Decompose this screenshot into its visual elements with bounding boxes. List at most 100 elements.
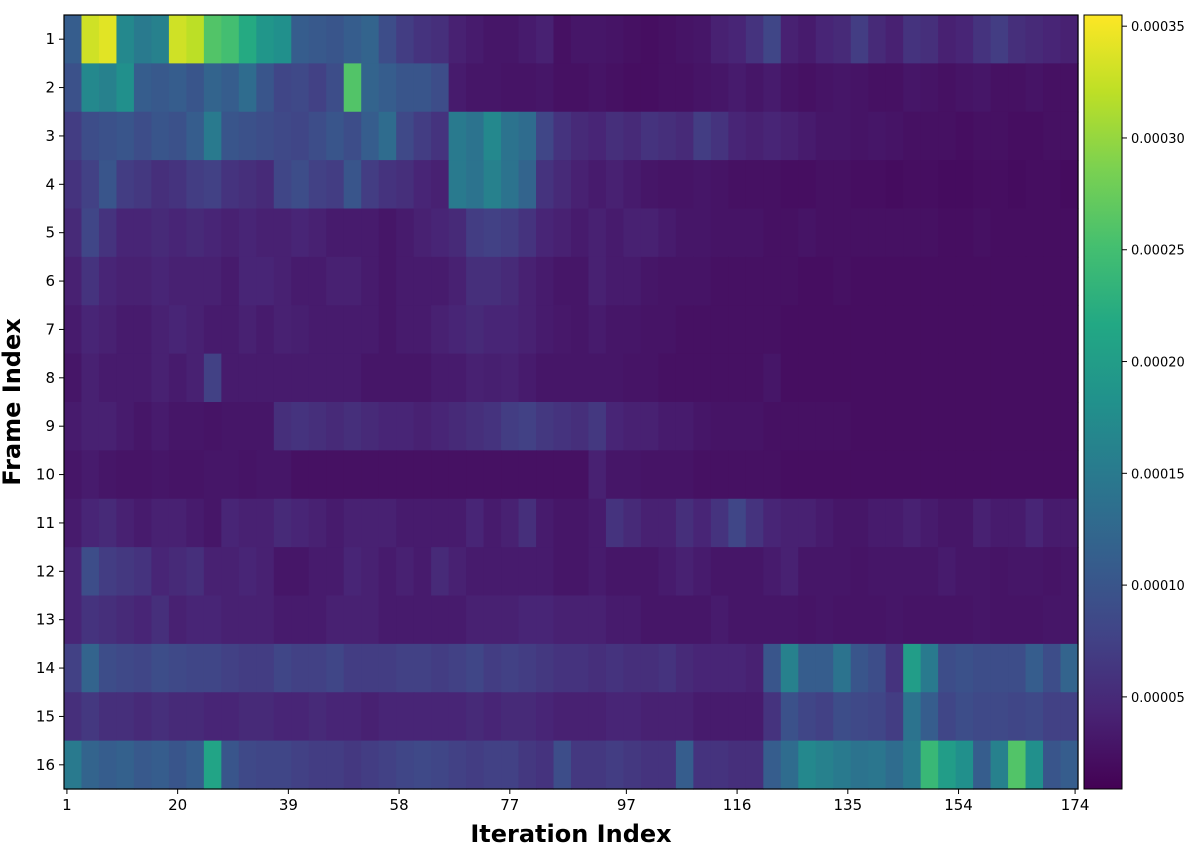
heatmap-cell [850, 305, 869, 355]
heatmap-cell [1043, 643, 1062, 693]
heatmap-cell [973, 402, 992, 451]
heatmap-cell [920, 740, 939, 790]
heatmap-cell [326, 63, 345, 113]
heatmap-cell [238, 402, 257, 451]
heatmap-cell [798, 643, 817, 693]
heatmap-cell [798, 498, 817, 548]
x-tick-label: 20 [168, 796, 187, 814]
heatmap-cell [326, 595, 345, 645]
heatmap-cell [133, 402, 153, 451]
heatmap-cell [605, 208, 625, 258]
heatmap-cell [361, 595, 380, 645]
heatmap-cell [448, 498, 467, 548]
heatmap-cell [833, 740, 852, 790]
heatmap-cell [466, 256, 485, 306]
heatmap-cell [1008, 160, 1027, 210]
heatmap-cell [431, 305, 450, 355]
heatmap-cell [501, 160, 520, 210]
heatmap-cell [868, 305, 887, 355]
heatmap-cell [675, 15, 694, 64]
heatmap-cell [640, 353, 660, 403]
heatmap-cell [815, 547, 834, 597]
heatmap-cell [133, 547, 153, 597]
heatmap-cell [501, 643, 520, 693]
heatmap-cell [833, 692, 852, 742]
heatmap-cell [885, 547, 904, 597]
heatmap-cell [955, 208, 974, 258]
y-tick-label: 7 [45, 320, 55, 338]
heatmap-cell [203, 353, 222, 403]
heatmap-cell [658, 305, 677, 355]
x-tick-label: 97 [617, 796, 636, 814]
heatmap-cell [1008, 402, 1027, 451]
heatmap-cell [536, 111, 555, 161]
heatmap-cell [413, 595, 432, 645]
heatmap-cell [361, 402, 380, 451]
heatmap-cell [326, 208, 345, 258]
heatmap-cell [675, 160, 694, 210]
heatmap-cell [850, 740, 869, 790]
heatmap-cell [291, 208, 310, 258]
heatmap-cell [553, 692, 572, 742]
heatmap-cell [588, 692, 607, 742]
heatmap-cell [623, 402, 642, 451]
heatmap-cell [151, 305, 170, 355]
heatmap-cell [710, 353, 729, 403]
heatmap-cell [990, 595, 1009, 645]
heatmap-cell [466, 111, 485, 161]
heatmap-cell [273, 256, 292, 306]
heatmap-cell [745, 160, 764, 210]
heatmap-cell [693, 740, 712, 790]
heatmap-cell [431, 595, 450, 645]
heatmap-cell [973, 208, 992, 258]
heatmap-cell [623, 643, 642, 693]
heatmap-cell [798, 160, 817, 210]
heatmap-cell [466, 547, 485, 597]
heatmap-cell [1043, 111, 1062, 161]
heatmap-cell [151, 160, 170, 210]
heatmap-cell [151, 402, 170, 451]
heatmap-cell [501, 740, 520, 790]
y-tick-label: 1 [45, 30, 55, 48]
heatmap-cell [763, 692, 782, 742]
heatmap-cell [536, 740, 555, 790]
heatmap-cell [431, 256, 450, 306]
heatmap-cell [291, 450, 310, 500]
heatmap-cell [588, 160, 607, 210]
heatmap-cell [431, 15, 450, 64]
heatmap-cell [238, 692, 257, 742]
heatmap-cell [396, 740, 415, 790]
heatmap-cell [308, 402, 327, 451]
heatmap-cell [536, 63, 555, 113]
heatmap-cell [361, 256, 380, 306]
heatmap-cell [536, 402, 555, 451]
heatmap-cell [710, 208, 729, 258]
heatmap-cell [553, 740, 572, 790]
heatmap-cell [955, 498, 974, 548]
heatmap-cell [1025, 160, 1044, 210]
heatmap-cell [466, 692, 485, 742]
heatmap-cell [378, 256, 397, 306]
heatmap-cell [448, 256, 467, 306]
heatmap-cell [81, 15, 100, 64]
heatmap-cell [1008, 692, 1027, 742]
heatmap-cell [413, 208, 432, 258]
heatmap-cell [431, 402, 450, 451]
heatmap-cell [378, 63, 397, 113]
heatmap-cell [745, 63, 764, 113]
heatmap-cell [675, 305, 694, 355]
heatmap-cell [168, 643, 187, 693]
heatmap-cell [728, 208, 747, 258]
heatmap-cell [640, 643, 660, 693]
heatmap-cell [553, 498, 572, 548]
heatmap-cell [973, 111, 992, 161]
heatmap-cell [238, 256, 257, 306]
heatmap-cell [431, 643, 450, 693]
heatmap-cell [361, 305, 380, 355]
heatmap-cell [745, 208, 764, 258]
heatmap-cell [518, 353, 537, 403]
heatmap-cell [221, 111, 240, 161]
heatmap-cell [885, 450, 904, 500]
heatmap-cell [483, 353, 502, 403]
heatmap-cell [710, 692, 729, 742]
